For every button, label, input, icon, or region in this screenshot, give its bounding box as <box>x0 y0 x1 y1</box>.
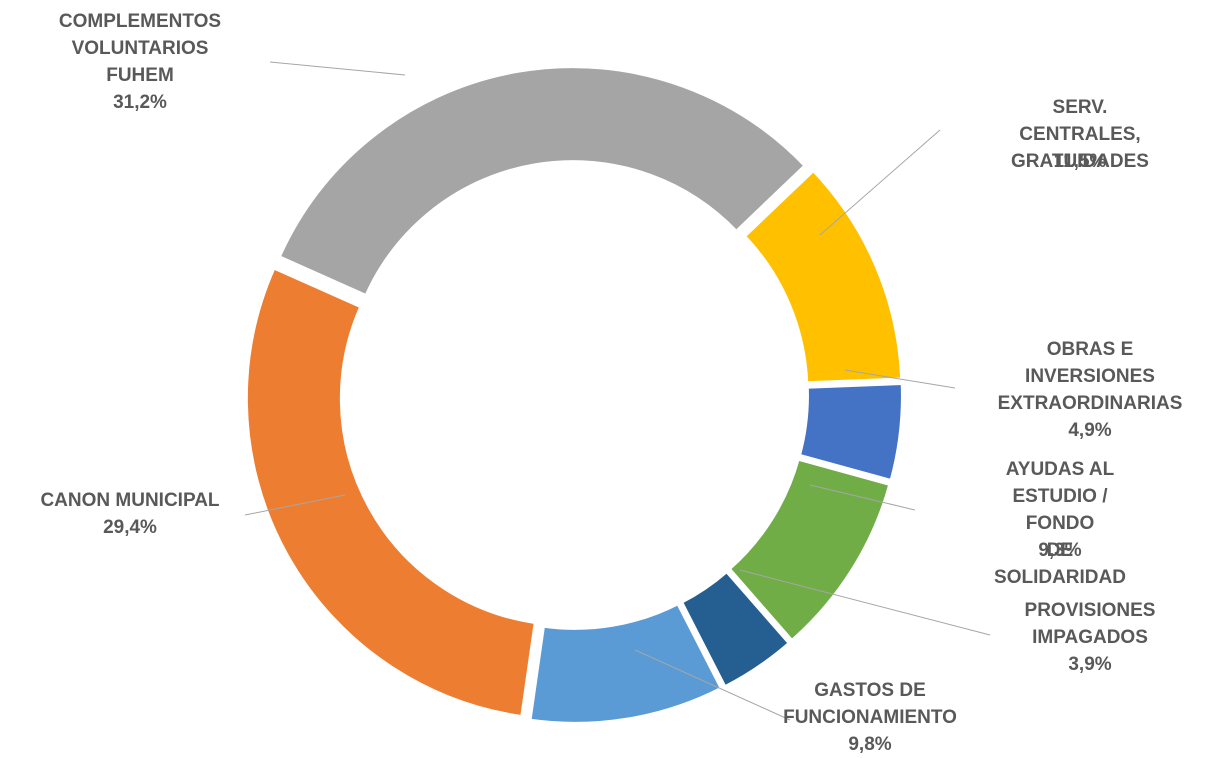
category-label: SERV. CENTRALES, GRATUIDADES <box>1011 97 1149 172</box>
leader-line <box>269 61 406 76</box>
category-label: AYUDAS AL ESTUDIO / FONDO DE SOLIDARIDAD <box>994 459 1126 588</box>
donut-slice <box>275 64 809 299</box>
category-label: GASTOS DE FUNCIONAMIENTO <box>783 680 957 728</box>
donut-slice <box>725 456 893 644</box>
donut-slice <box>527 600 725 726</box>
value-label: 9,3% <box>1038 540 1082 561</box>
category-label: CANON MUNICIPAL <box>40 490 220 511</box>
value-label: 11,5% <box>1053 151 1107 172</box>
value-label: 4,9% <box>1068 420 1112 441</box>
donut-slice <box>678 568 793 691</box>
category-label: COMPLEMENTOS VOLUNTARIOS FUHEM <box>58 11 222 86</box>
leader-line <box>634 649 791 721</box>
value-label: 29,4% <box>103 517 157 538</box>
value-label: 9,8% <box>848 734 892 755</box>
donut-slice <box>796 380 905 484</box>
donut-slice <box>243 264 539 720</box>
value-label: 31,2% <box>113 92 167 113</box>
leader-line <box>819 129 941 236</box>
leader-line <box>844 369 956 389</box>
leader-line <box>809 484 916 511</box>
category-label: PROVISIONES IMPAGADOS <box>1024 600 1156 648</box>
leader-line <box>244 494 346 516</box>
leader-line <box>739 569 991 636</box>
category-label: OBRAS E INVERSIONES EXTRAORDINARIAS <box>997 339 1183 414</box>
value-label: 3,9% <box>1068 654 1112 675</box>
